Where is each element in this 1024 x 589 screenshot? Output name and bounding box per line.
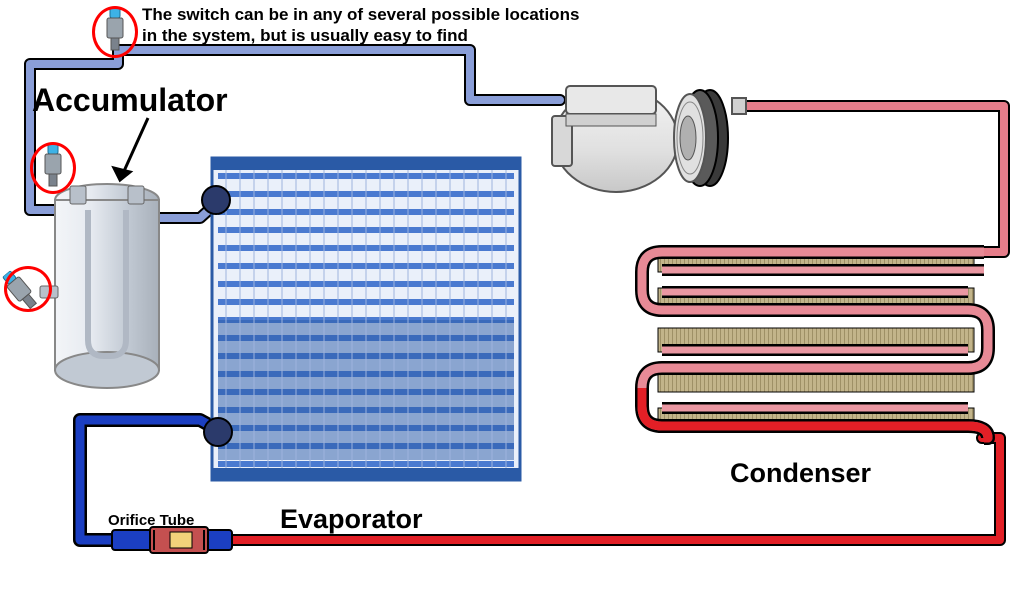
- condenser-label: Condenser: [730, 458, 871, 489]
- evaporator: [202, 158, 520, 480]
- compressor: [552, 86, 746, 192]
- accumulator-label: Accumulator: [32, 82, 228, 119]
- condenser: [642, 248, 988, 438]
- orifice-tube: [112, 527, 232, 553]
- switch-highlight-circle: [30, 142, 76, 194]
- evaporator-label: Evaporator: [280, 504, 423, 535]
- accumulator: [40, 184, 159, 388]
- orifice-label: Orifice Tube: [108, 512, 194, 529]
- accumulator-arrow: [114, 118, 148, 180]
- pipe-high-pressure-gas: [742, 106, 1004, 252]
- switch-highlight-circle: [92, 6, 138, 58]
- annotation-line2: in the system, but is usually easy to fi…: [142, 26, 468, 45]
- switch-annotation: The switch can be in any of several poss…: [142, 4, 579, 47]
- annotation-line1: The switch can be in any of several poss…: [142, 5, 579, 24]
- switch-highlight-circle: [4, 266, 52, 312]
